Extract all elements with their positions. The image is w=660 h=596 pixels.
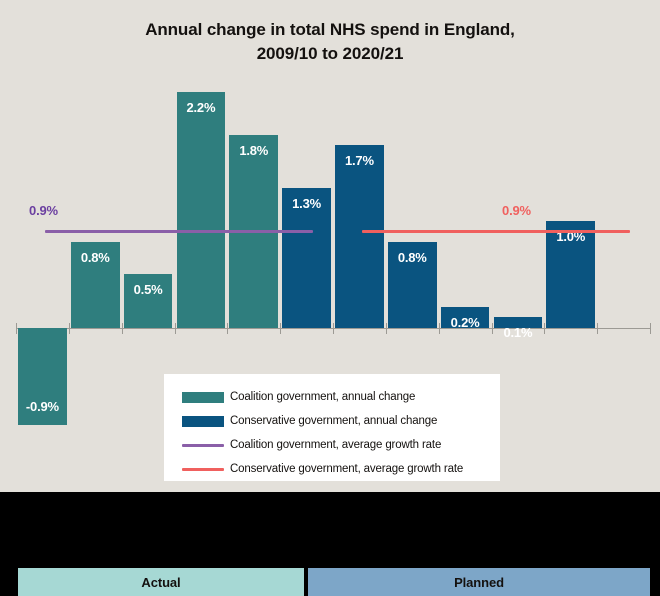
x-axis-tick [544,323,546,334]
chart-bar[interactable]: 0.8% [387,242,437,328]
legend-item-label: Coalition government, average growth rat… [230,439,442,451]
chart-bar[interactable]: -0.9% [18,328,67,425]
average-growth-line [45,230,313,234]
legend-item-label: Conservative government, average growth … [230,463,464,475]
chart-title: Annual change in total NHS spend in Engl… [0,18,660,66]
x-axis-tick [650,323,651,334]
x-axis-tick [385,323,387,334]
chart-bar-label: 0.8% [397,250,427,265]
legend-item[interactable]: Conservative government, average growth … [164,457,500,481]
chart-title-line-2: 2009/10 to 2020/21 [256,44,404,63]
chart-legend: Coalition government, annual change Conse… [164,374,500,481]
chart-bar-label: 0.8% [80,250,110,265]
x-axis-tick [491,323,493,334]
chart-bar[interactable]: 1.7% [335,145,384,328]
legend-swatch-icon [182,391,224,403]
chart-bar[interactable]: 2.2% [176,91,226,328]
chart-bar[interactable]: 0.5% [123,274,173,328]
legend-line-icon [182,443,224,447]
chart-bar[interactable]: 0.8% [70,242,120,328]
x-axis-tick [280,323,282,334]
x-axis-tick [121,323,123,334]
legend-item[interactable]: Conservative government, annual change [164,409,500,433]
chart-bar[interactable]: 1.0% [546,220,596,328]
x-axis-tick [333,323,334,334]
chart-bar-label: 2.2% [186,99,216,115]
chart-bar-label: 1.7% [344,153,374,169]
chart-bar[interactable]: 0.2% [440,306,490,330]
chart-bar-label: 1.8% [239,142,269,158]
legend-item[interactable]: Coalition government, annual change [164,385,500,409]
chart-bar[interactable]: 0.1% [493,317,543,340]
legend-item[interactable]: Coalition government, average growth rat… [164,433,500,457]
chart-bar-label: 0.2% [450,314,480,330]
average-growth-label: 0.9% [29,203,58,219]
chart-bar[interactable]: 1.3% [282,188,331,328]
legend-line-icon [182,467,224,471]
x-axis-tick [174,323,176,334]
chart-bar-label: 0.5% [133,282,163,298]
x-axis-tick [16,323,17,334]
x-axis-tick [438,323,440,334]
chart-bar-label: 1.3% [292,196,321,212]
legend-swatch-icon [182,415,224,427]
chart-title-line-1: Annual change in total NHS spend in Engl… [145,20,515,39]
x-axis-tick [597,323,599,334]
period-band-actual-label: Actual [141,574,181,590]
chart-bar-label: -0.9% [25,398,59,414]
period-band-planned: Planned [308,568,650,596]
period-band-actual: Actual [18,568,304,596]
average-growth-line [362,230,630,234]
chart-bar-label: 0.1% [503,325,533,341]
period-band-planned-label: Planned [454,574,504,590]
legend-item-label: Coalition government, annual change [230,391,416,403]
plot-area: -0.9% 0.8% 0.5% 2.2% 1.8% 1.3% 1.7% 0.8% 0.2% 0.1… [0,60,660,492]
x-axis-tick [227,323,229,334]
legend-item-label: Conservative government, annual change [230,415,438,427]
x-axis-tick [68,323,70,334]
average-growth-label: 0.9% [502,203,531,219]
